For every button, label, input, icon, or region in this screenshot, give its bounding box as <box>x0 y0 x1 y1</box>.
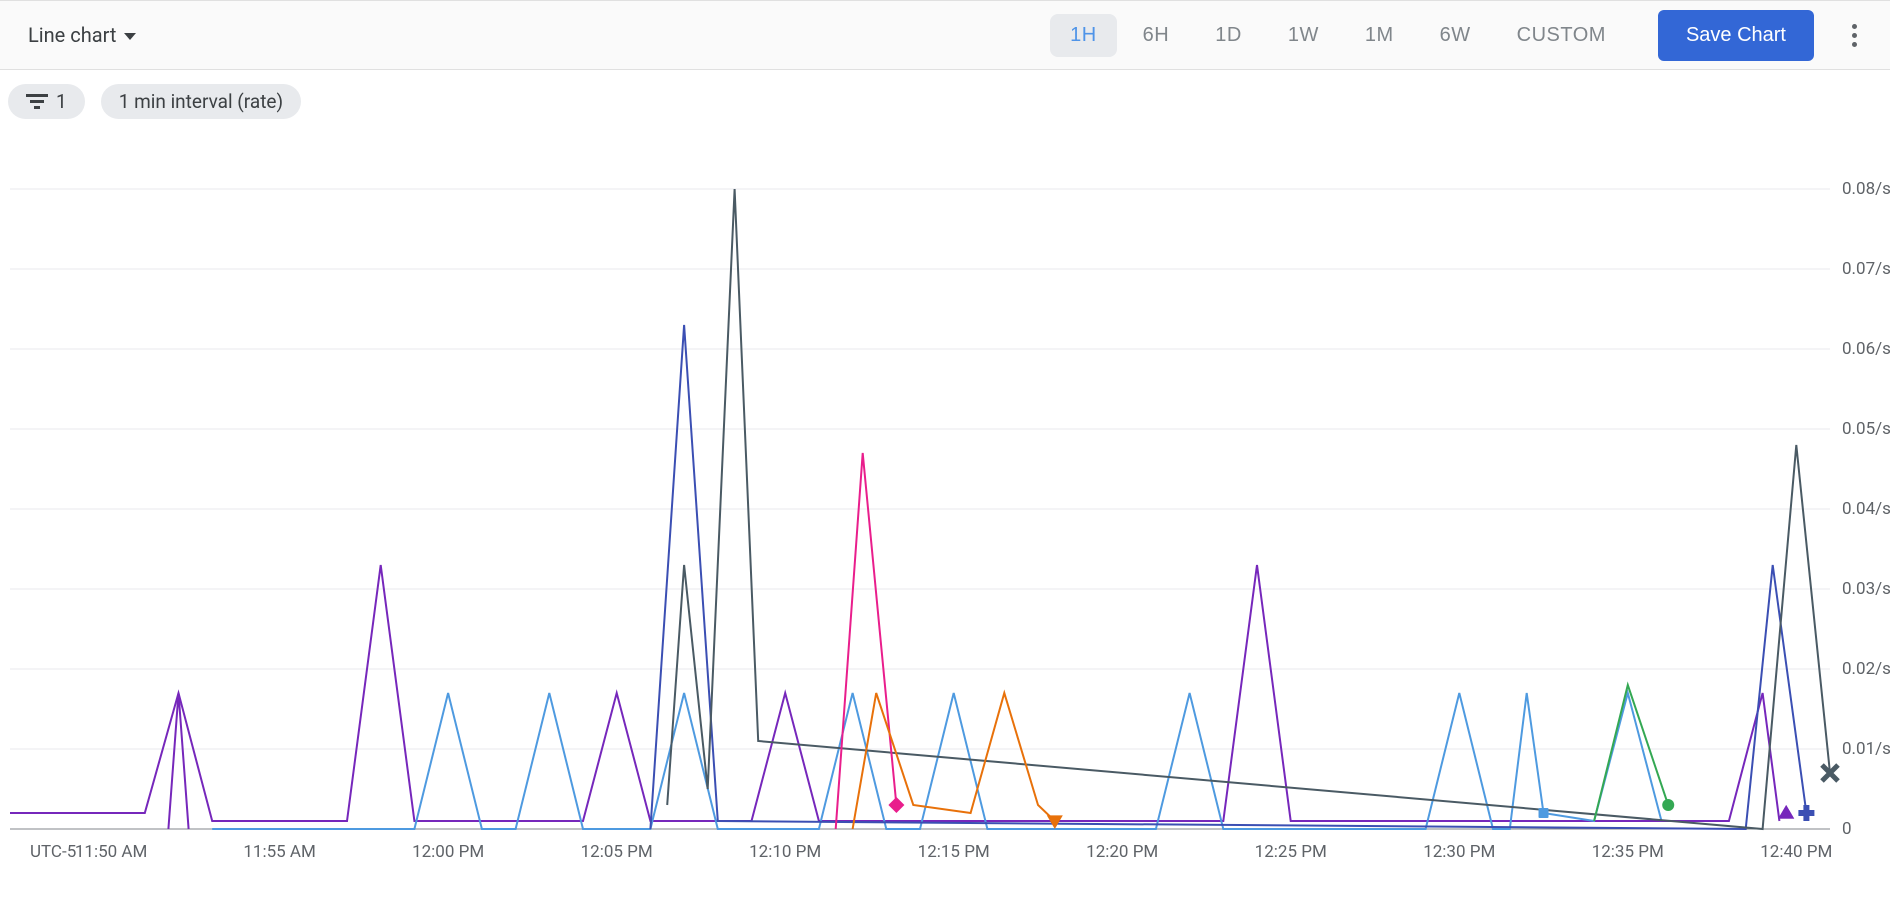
marker-plus <box>1798 805 1814 821</box>
more-options-button[interactable] <box>1834 15 1874 55</box>
time-range-group: 1H6H1D1W1M6WCUSTOM <box>1050 14 1626 57</box>
x-tick-label: 12:35 PM <box>1592 842 1664 862</box>
time-range-1w[interactable]: 1W <box>1268 14 1339 57</box>
x-tick-label: 12:20 PM <box>1086 842 1158 862</box>
filter-icon <box>26 94 48 110</box>
caret-down-icon <box>124 33 136 40</box>
y-tick-label: 0 <box>1842 819 1852 839</box>
marker-square <box>1539 808 1549 818</box>
x-tick-label: 12:15 PM <box>918 842 990 862</box>
interval-label: 1 min interval (rate) <box>119 90 283 113</box>
y-tick-label: 0.01/s <box>1842 739 1890 759</box>
y-tick-label: 0.06/s <box>1842 339 1890 359</box>
x-tick-label: 12:25 PM <box>1255 842 1327 862</box>
y-tick-label: 0.08/s <box>1842 179 1890 199</box>
series-orange <box>853 693 1055 829</box>
y-tick-label: 0.04/s <box>1842 499 1890 519</box>
time-range-1d[interactable]: 1D <box>1195 14 1262 57</box>
time-range-6h[interactable]: 6H <box>1123 14 1190 57</box>
marker-diamond <box>888 797 904 813</box>
x-tick-label: 12:05 PM <box>581 842 653 862</box>
timezone-label: UTC-5 <box>30 842 76 862</box>
time-range-6w[interactable]: 6W <box>1420 14 1491 57</box>
interval-chip[interactable]: 1 min interval (rate) <box>101 84 301 119</box>
x-tick-label: 12:30 PM <box>1423 842 1495 862</box>
x-tick-label: 11:55 AM <box>243 842 315 862</box>
time-range-custom[interactable]: CUSTOM <box>1497 14 1626 57</box>
series-violetA <box>168 693 188 829</box>
line-chart[interactable]: 0 0.01/s 0.02/s 0.03/s 0.04/s 0.05/s 0.06/s 0.0… <box>0 129 1890 899</box>
time-range-1h[interactable]: 1H <box>1050 14 1117 57</box>
y-tick-label: 0.02/s <box>1842 659 1890 679</box>
save-chart-button[interactable]: Save Chart <box>1658 10 1814 61</box>
filter-count-chip[interactable]: 1 <box>8 84 85 119</box>
marker-triangle-up <box>1778 805 1794 819</box>
x-tick-label: 12:10 PM <box>749 842 821 862</box>
filter-count-value: 1 <box>56 90 67 113</box>
y-tick-label: 0.03/s <box>1842 579 1890 599</box>
chart-type-label: Line chart <box>28 23 116 47</box>
y-tick-label: 0.07/s <box>1842 259 1890 279</box>
x-tick-label: 12:40 PM <box>1760 842 1832 862</box>
filter-chips-row: 1 1 min interval (rate) <box>0 70 1890 129</box>
chart-area: 0 0.01/s 0.02/s 0.03/s 0.04/s 0.05/s 0.06/s 0.0… <box>0 129 1890 899</box>
x-tick-label: 12:00 PM <box>412 842 484 862</box>
series-darkblue <box>650 325 1806 829</box>
y-tick-label: 0.05/s <box>1842 419 1890 439</box>
x-tick-label: 11:50 AM <box>75 842 147 862</box>
marker-triangle-down <box>1047 815 1063 829</box>
chart-type-selector[interactable]: Line chart <box>16 15 148 55</box>
marker-circle <box>1662 799 1674 811</box>
time-range-1m[interactable]: 1M <box>1345 14 1414 57</box>
toolbar: Line chart 1H6H1D1W1M6WCUSTOM Save Chart <box>0 0 1890 70</box>
